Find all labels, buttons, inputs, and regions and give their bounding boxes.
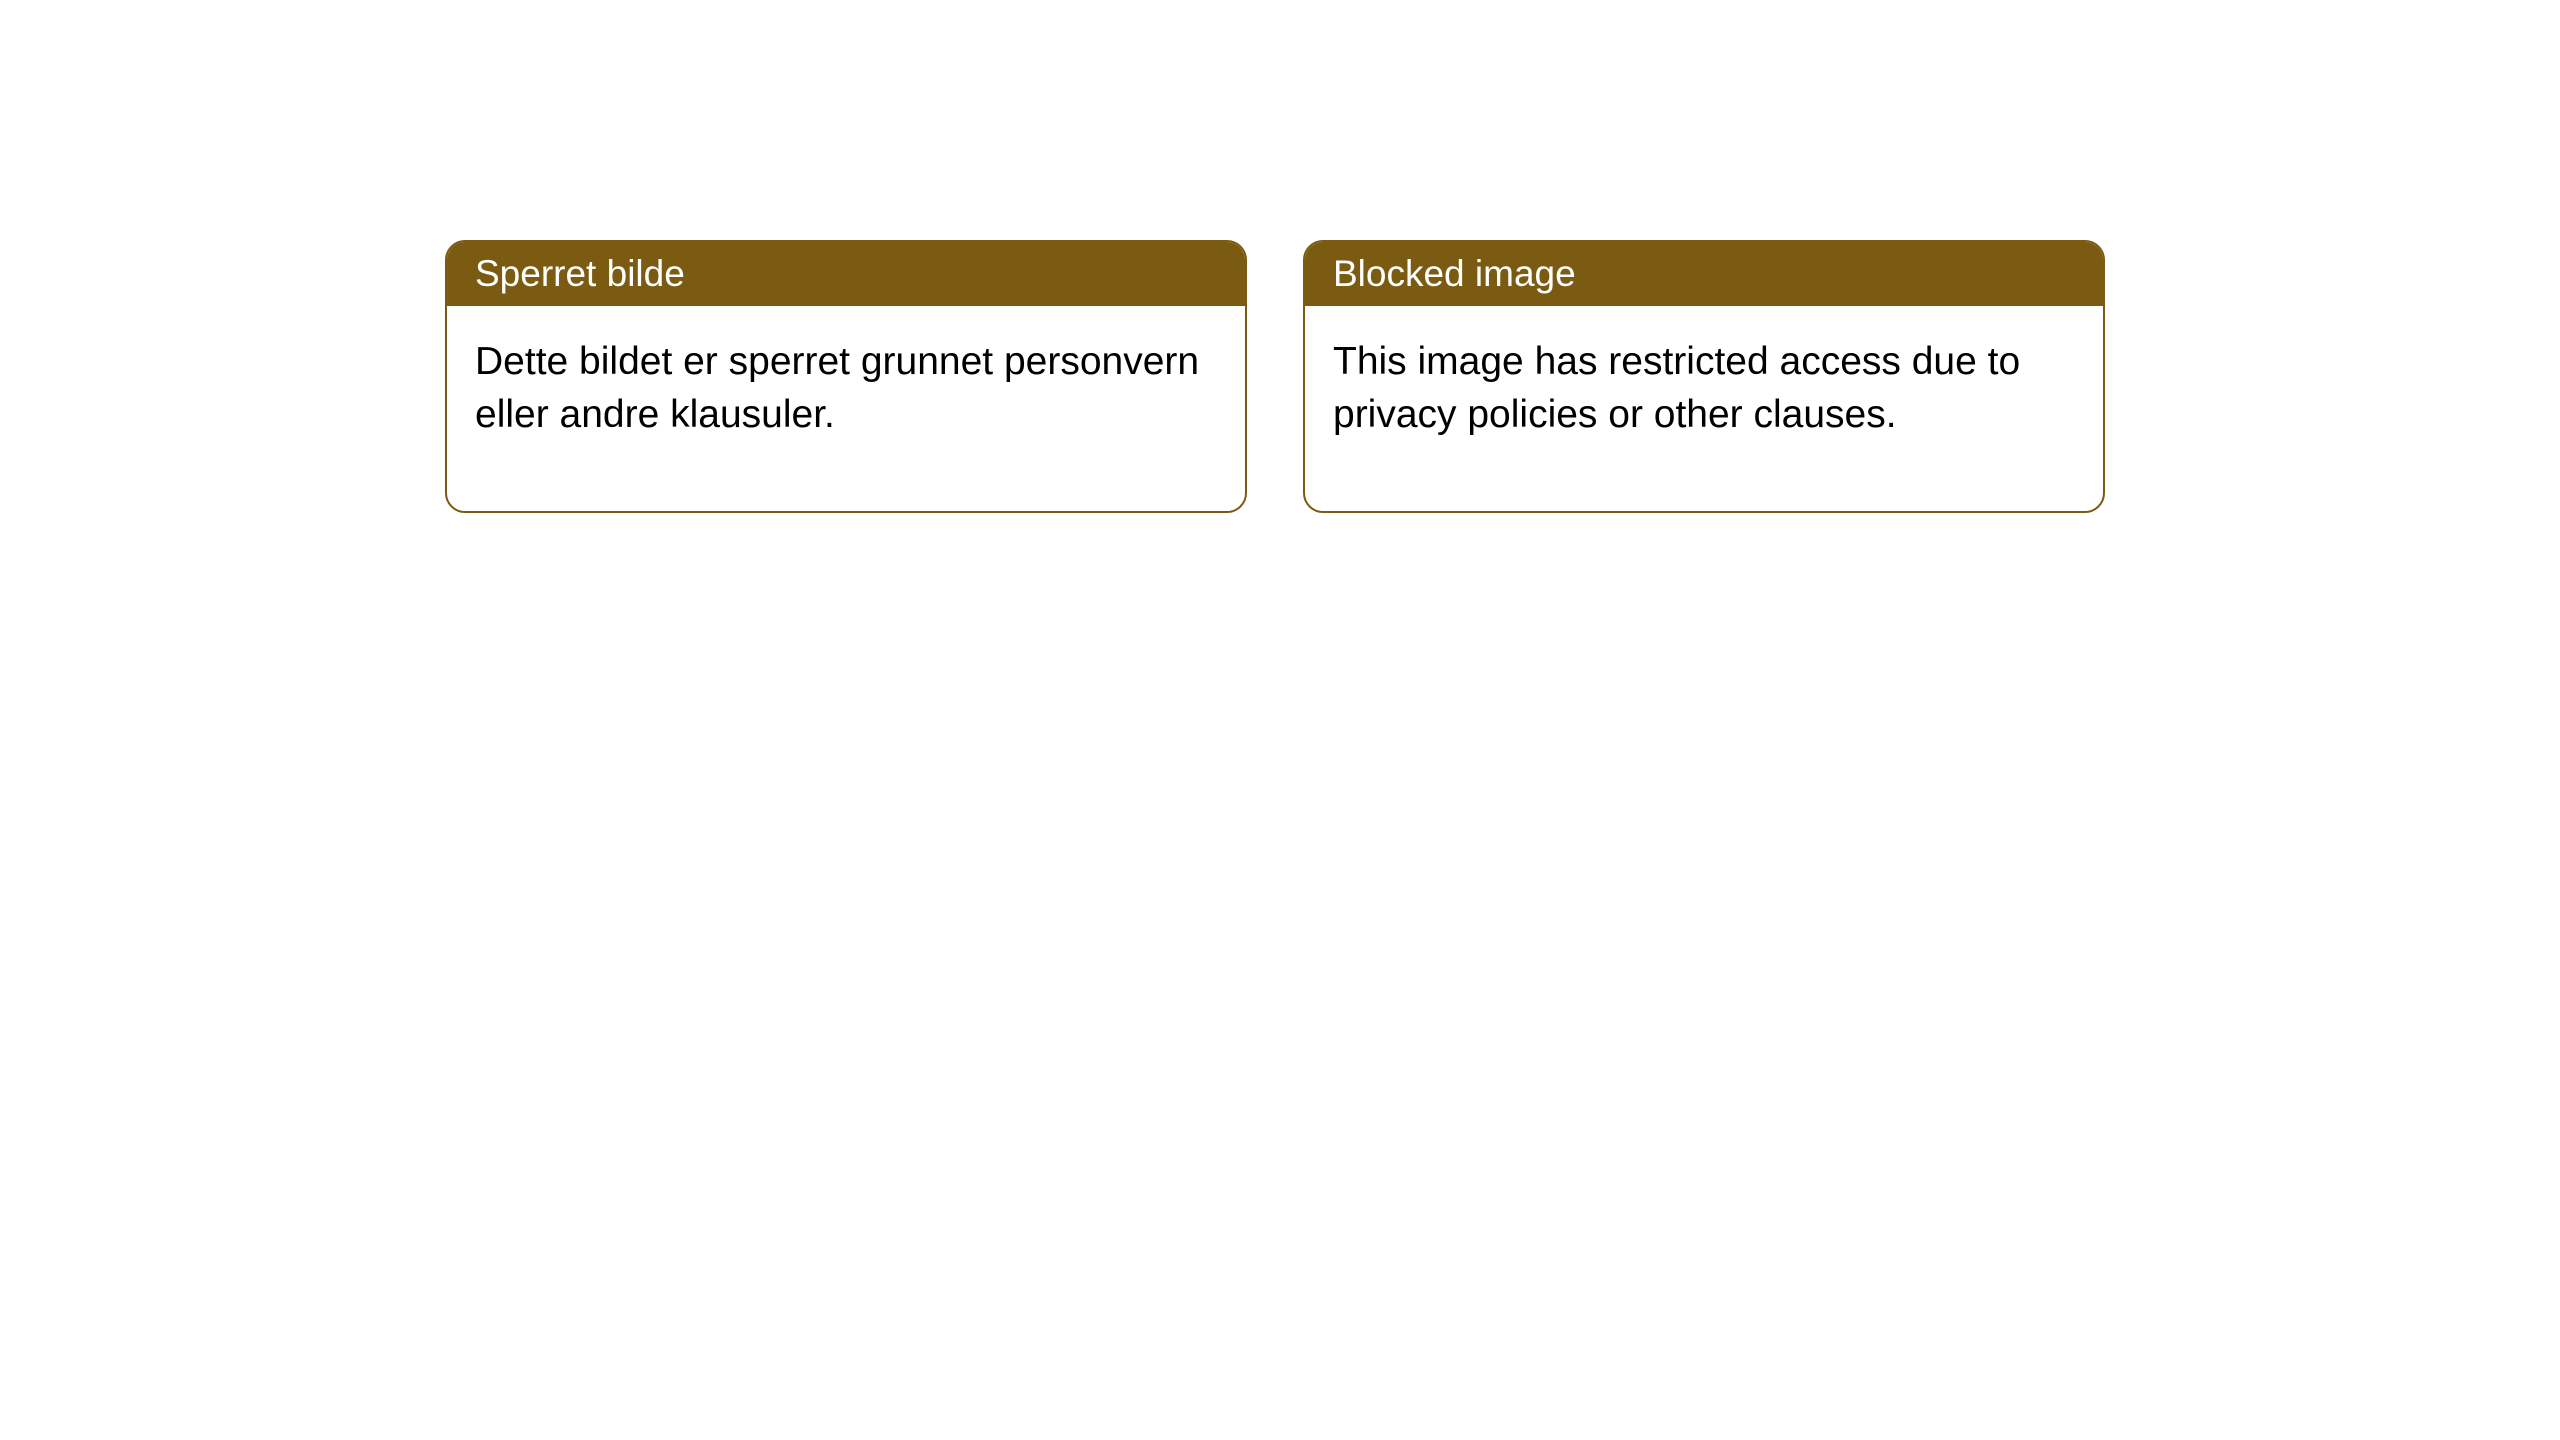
card-text-english: This image has restricted access due to … (1333, 340, 2020, 436)
card-header-english: Blocked image (1305, 242, 2103, 306)
card-header-norwegian: Sperret bilde (447, 242, 1245, 306)
card-body-english: This image has restricted access due to … (1305, 306, 2103, 511)
notice-card-norwegian: Sperret bilde Dette bildet er sperret gr… (445, 240, 1247, 513)
card-text-norwegian: Dette bildet er sperret grunnet personve… (475, 340, 1199, 436)
notice-container: Sperret bilde Dette bildet er sperret gr… (445, 240, 2105, 513)
card-title-english: Blocked image (1333, 253, 1576, 294)
card-title-norwegian: Sperret bilde (475, 253, 685, 294)
notice-card-english: Blocked image This image has restricted … (1303, 240, 2105, 513)
card-body-norwegian: Dette bildet er sperret grunnet personve… (447, 306, 1245, 511)
